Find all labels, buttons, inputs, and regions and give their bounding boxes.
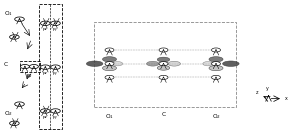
Circle shape: [159, 75, 168, 79]
Text: C: C: [4, 62, 8, 67]
Circle shape: [29, 65, 38, 69]
Ellipse shape: [113, 62, 123, 66]
Ellipse shape: [209, 65, 223, 71]
Circle shape: [159, 48, 168, 52]
Text: p$_y$: p$_y$: [52, 26, 59, 34]
Circle shape: [159, 62, 168, 66]
Circle shape: [40, 21, 50, 25]
Ellipse shape: [103, 57, 116, 62]
Text: p$_z$: p$_z$: [42, 114, 49, 121]
Circle shape: [40, 65, 50, 69]
Text: p$_y$: p$_y$: [52, 70, 59, 78]
Circle shape: [15, 17, 24, 21]
Text: p$_z$: p$_z$: [42, 26, 49, 33]
Ellipse shape: [157, 57, 170, 62]
Circle shape: [212, 62, 220, 66]
Ellipse shape: [203, 62, 213, 66]
Circle shape: [105, 75, 114, 79]
Ellipse shape: [157, 65, 170, 70]
Circle shape: [51, 21, 60, 25]
Text: p$_y$: p$_y$: [52, 114, 59, 122]
Ellipse shape: [86, 61, 103, 66]
Text: O$_1$: O$_1$: [105, 112, 114, 121]
Circle shape: [212, 48, 220, 52]
Circle shape: [212, 75, 220, 79]
Circle shape: [40, 109, 50, 113]
Text: O$_2$: O$_2$: [212, 112, 220, 121]
Ellipse shape: [168, 61, 180, 66]
Circle shape: [105, 62, 114, 66]
Text: y: y: [266, 86, 268, 91]
Circle shape: [10, 35, 19, 39]
Text: z: z: [256, 90, 258, 95]
Circle shape: [20, 65, 29, 69]
Ellipse shape: [223, 61, 239, 66]
Ellipse shape: [147, 61, 159, 66]
Text: O$_1$: O$_1$: [4, 9, 13, 18]
Text: C: C: [161, 112, 166, 117]
Text: p$_z$: p$_z$: [42, 70, 49, 77]
Circle shape: [51, 65, 60, 69]
Text: sp: sp: [27, 73, 32, 78]
Circle shape: [105, 48, 114, 52]
Circle shape: [51, 109, 60, 113]
Text: x: x: [285, 96, 288, 101]
Ellipse shape: [103, 65, 116, 71]
Circle shape: [10, 121, 19, 125]
Ellipse shape: [209, 57, 223, 62]
Text: O$_2$: O$_2$: [4, 109, 13, 118]
Circle shape: [15, 102, 24, 106]
